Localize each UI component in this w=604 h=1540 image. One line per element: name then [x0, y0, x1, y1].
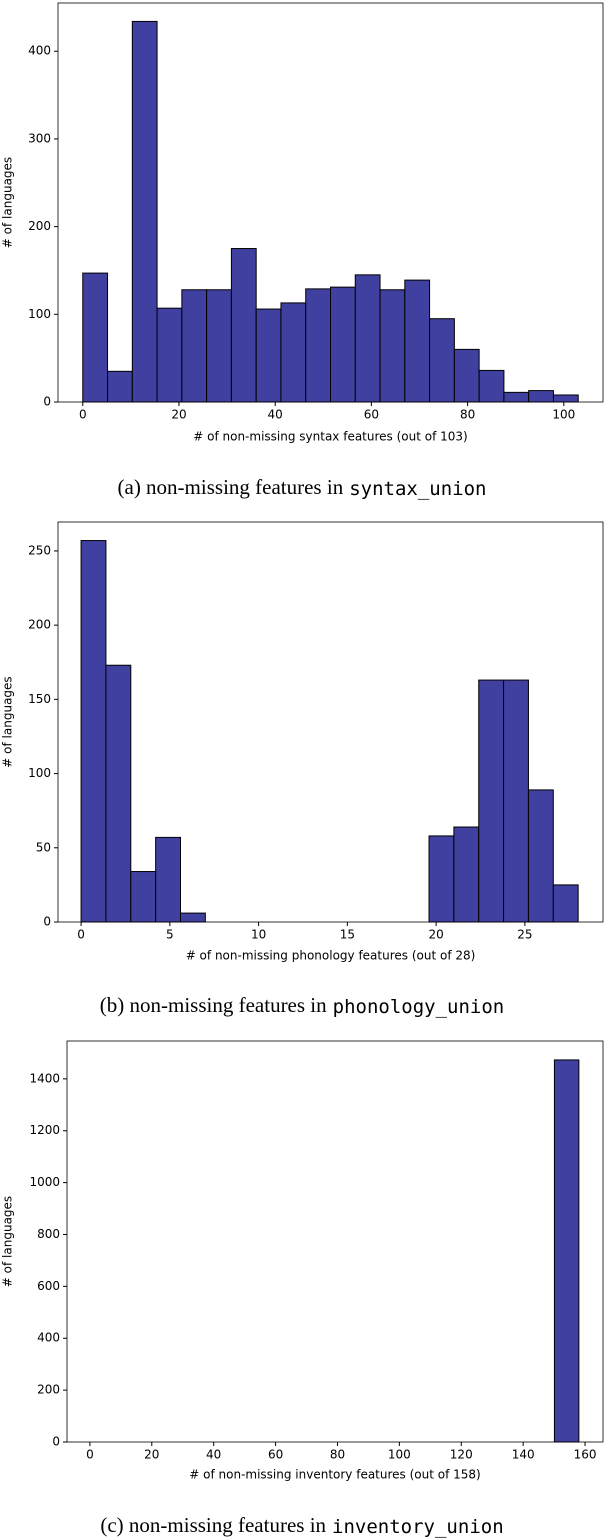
- bar: [280, 302, 307, 403]
- bar: [354, 274, 381, 403]
- x-tick-label: 100: [552, 408, 575, 422]
- bar: [206, 289, 232, 403]
- bar: [80, 540, 107, 923]
- bar: [155, 836, 181, 923]
- bar: [503, 391, 530, 403]
- x-axis-label: # of non-missing syntax features (out of…: [193, 430, 467, 444]
- caption-text: (a) non-missing features in: [118, 475, 344, 499]
- y-axis-label: # of languages: [1, 676, 15, 767]
- bar: [379, 289, 406, 403]
- x-tick-label: 0: [77, 928, 85, 942]
- bar: [131, 20, 158, 403]
- caption: (b) non-missing features in phonology_uni…: [100, 993, 504, 1018]
- x-tick-label: 20: [144, 1448, 159, 1462]
- y-tick-label: 0: [43, 395, 51, 409]
- bar: [130, 871, 157, 923]
- x-tick-label: 140: [512, 1448, 535, 1462]
- y-tick-label: 0: [43, 915, 51, 929]
- caption: (c) non-missing features in inventory_uni…: [100, 1513, 503, 1538]
- bar: [82, 272, 109, 403]
- caption-code: phonology_union: [333, 996, 505, 1018]
- y-tick-label: 0: [52, 1435, 60, 1449]
- caption: (a) non-missing features in syntax_union: [118, 475, 487, 500]
- x-tick-label: 60: [268, 1448, 283, 1462]
- bar: [428, 835, 455, 923]
- bar: [181, 289, 208, 403]
- bar: [156, 307, 183, 403]
- x-tick-label: 40: [206, 1448, 221, 1462]
- bar: [453, 826, 480, 923]
- x-tick-label: 80: [460, 408, 475, 422]
- bar: [528, 390, 554, 403]
- bar: [255, 308, 282, 403]
- bar: [453, 348, 480, 403]
- y-tick-label: 800: [37, 1227, 60, 1241]
- bar: [527, 789, 554, 923]
- y-tick-label: 150: [28, 692, 51, 706]
- x-tick-label: 0: [79, 408, 87, 422]
- bar: [503, 679, 529, 923]
- y-tick-label: 300: [28, 131, 51, 145]
- bar: [478, 369, 505, 403]
- bar: [478, 679, 505, 923]
- bar: [105, 664, 132, 923]
- y-axis-label: # of languages: [1, 1196, 15, 1287]
- bar: [179, 912, 206, 923]
- x-tick-label: 160: [574, 1448, 597, 1462]
- x-tick-label: 60: [364, 408, 379, 422]
- bar: [330, 286, 356, 403]
- y-tick-label: 50: [36, 840, 51, 854]
- x-axis-label: # of non-missing inventory features (out…: [189, 1468, 480, 1482]
- y-tick-label: 1400: [29, 1071, 60, 1085]
- caption-text: (b) non-missing features in: [100, 993, 327, 1017]
- plot-frame: [57, 521, 604, 923]
- y-tick-label: 1200: [29, 1123, 60, 1137]
- caption-text: (c) non-missing features in: [100, 1513, 326, 1537]
- y-tick-label: 100: [28, 766, 51, 780]
- x-tick-label: 100: [388, 1448, 411, 1462]
- bar: [552, 884, 579, 923]
- y-tick-label: 200: [28, 618, 51, 632]
- x-tick-label: 15: [340, 928, 355, 942]
- bar: [305, 288, 331, 403]
- y-tick-label: 400: [28, 44, 51, 58]
- caption-code: syntax_union: [349, 478, 486, 500]
- x-axis-label: # of non-missing phonology features (out…: [186, 949, 476, 963]
- x-tick-label: 25: [517, 928, 532, 942]
- x-tick-label: 10: [251, 928, 266, 942]
- bar: [107, 370, 133, 403]
- y-tick-label: 600: [37, 1279, 60, 1293]
- bar: [553, 1059, 580, 1443]
- x-tick-label: 120: [450, 1448, 473, 1462]
- plot-frame: [66, 1040, 604, 1443]
- x-tick-label: 20: [171, 408, 186, 422]
- x-tick-label: 40: [268, 408, 283, 422]
- bar: [552, 394, 579, 403]
- y-axis-label: # of languages: [1, 157, 15, 248]
- bar: [429, 318, 455, 403]
- caption-code: inventory_union: [332, 1516, 504, 1538]
- bar: [230, 248, 257, 403]
- y-tick-label: 400: [37, 1331, 60, 1345]
- bar: [404, 279, 431, 403]
- x-tick-label: 80: [330, 1448, 345, 1462]
- x-tick-label: 20: [428, 928, 443, 942]
- y-tick-label: 1000: [29, 1175, 60, 1189]
- plot-frame: [57, 2, 604, 403]
- x-tick-label: 0: [86, 1448, 94, 1462]
- y-tick-label: 200: [37, 1383, 60, 1397]
- y-tick-label: 250: [28, 543, 51, 557]
- x-tick-label: 5: [166, 928, 174, 942]
- y-tick-label: 200: [28, 219, 51, 233]
- y-tick-label: 100: [28, 307, 51, 321]
